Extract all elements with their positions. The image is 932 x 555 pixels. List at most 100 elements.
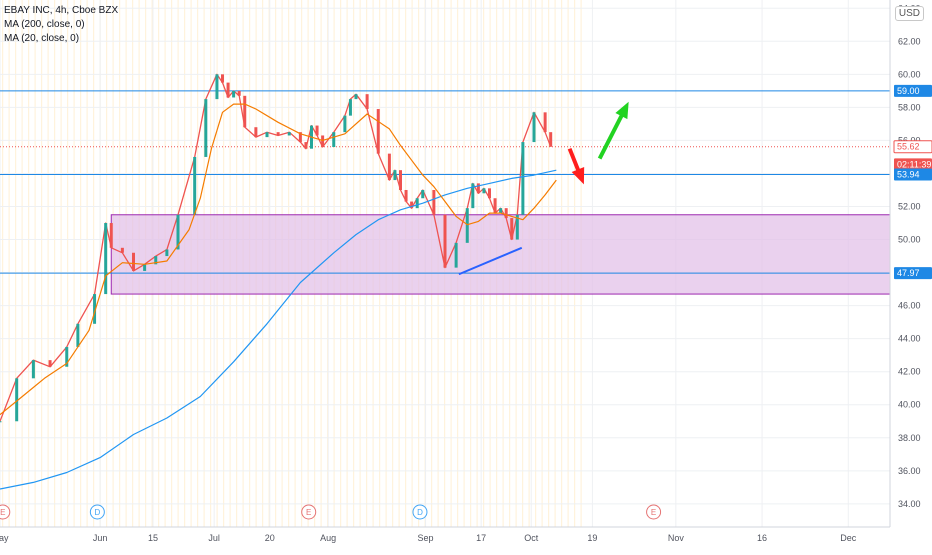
price-point [315,125,319,136]
event-marker[interactable]: D [89,504,105,520]
event-circle [646,504,662,520]
price-point [93,294,97,324]
price-point [276,132,280,136]
price-point [454,242,458,268]
price-point [15,378,19,422]
price-point [387,153,391,181]
event-label: E [651,508,656,517]
support-zone [110,214,891,295]
currency-badge[interactable]: USD [894,6,924,21]
event-circle [301,504,317,520]
price-label-box [893,140,932,154]
time-tick-label: Oct [524,533,539,543]
price-point [265,132,269,138]
price-point [254,127,258,138]
price-label: 55.62 [897,142,920,152]
session-stripe [86,0,88,527]
price-tick-label: 58.00 [898,102,921,112]
price-point [243,95,247,128]
price-point [287,132,291,136]
session-stripe [47,0,49,527]
price-tick-label: 42.00 [898,367,921,377]
price-point [76,323,80,347]
price-point [521,142,525,215]
price-tick-label: 44.00 [898,334,921,344]
price-point [393,170,397,181]
session-stripe [67,0,69,527]
event-marker[interactable]: E [0,504,11,520]
time-tick-label: Dec [840,533,857,543]
price-point [493,198,497,214]
price-point [48,360,52,367]
price-point [482,188,486,194]
price-point [204,99,208,157]
event-circle [0,504,11,520]
session-stripe [93,0,95,527]
time-tick-label: Sep [418,533,434,543]
price-label: 02:11:39 [897,159,931,169]
price-label: 47.97 [897,268,920,278]
price-point [304,142,308,149]
arrow-down-icon [571,167,585,185]
price-point [404,189,408,202]
price-tick-label: 50.00 [898,235,921,245]
price-point [499,208,503,214]
trendline-drawing [458,246,523,276]
price-point [549,132,553,147]
chart-legend: EBAY INC, 4h, Cboe BZX MA (200, close, 0… [4,4,118,46]
price-point [226,82,230,98]
price-tick-label: 36.00 [898,466,921,476]
price-point [132,252,135,271]
event-marker[interactable]: E [301,504,317,520]
price-axis: 34.0036.0038.0040.0042.0044.0046.0048.00… [889,0,932,550]
price-point [476,183,480,194]
price-point [193,156,197,215]
price-point [0,421,2,423]
event-marker[interactable]: E [646,504,662,520]
price-point [65,346,69,367]
time-tick-label: May [0,533,9,543]
price-point [215,74,219,100]
price-point [399,170,402,190]
price-point [165,249,169,257]
price-label: 59.00 [897,86,920,96]
event-circle [89,504,105,520]
price-tick-label: 38.00 [898,433,921,443]
price-point [365,94,369,110]
price-point [421,189,425,199]
price-tick-label: 60.00 [898,69,921,79]
event-label: E [306,508,311,517]
price-point [221,74,224,83]
price-point [443,214,447,268]
price-label: 53.94 [897,169,920,179]
time-tick-label: Jun [93,533,108,543]
price-point [410,201,414,209]
session-stripe [73,0,75,527]
time-tick-label: 19 [587,533,597,543]
price-point [432,189,436,215]
event-label: D [417,508,423,517]
legend-ma200: MA (200, close, 0) [4,19,85,30]
price-point [343,115,347,133]
event-circle [412,504,428,520]
time-tick-label: Jul [208,533,220,543]
session-stripe [34,0,36,527]
price-point [543,112,547,133]
price-label-box [894,84,932,97]
session-stripe [2,0,4,527]
price-label-box [894,168,932,181]
price-tick-label: 34.00 [898,499,921,509]
price-point [354,94,358,100]
ma200-line [0,169,557,490]
session-stripe [8,0,10,527]
price-point [348,99,352,116]
session-stripe [41,0,43,527]
price-point [504,208,508,219]
price-point [415,198,419,209]
price-point [510,218,514,240]
price-point [471,183,475,209]
time-tick-label: 20 [265,533,275,543]
event-marker[interactable]: D [412,504,428,520]
